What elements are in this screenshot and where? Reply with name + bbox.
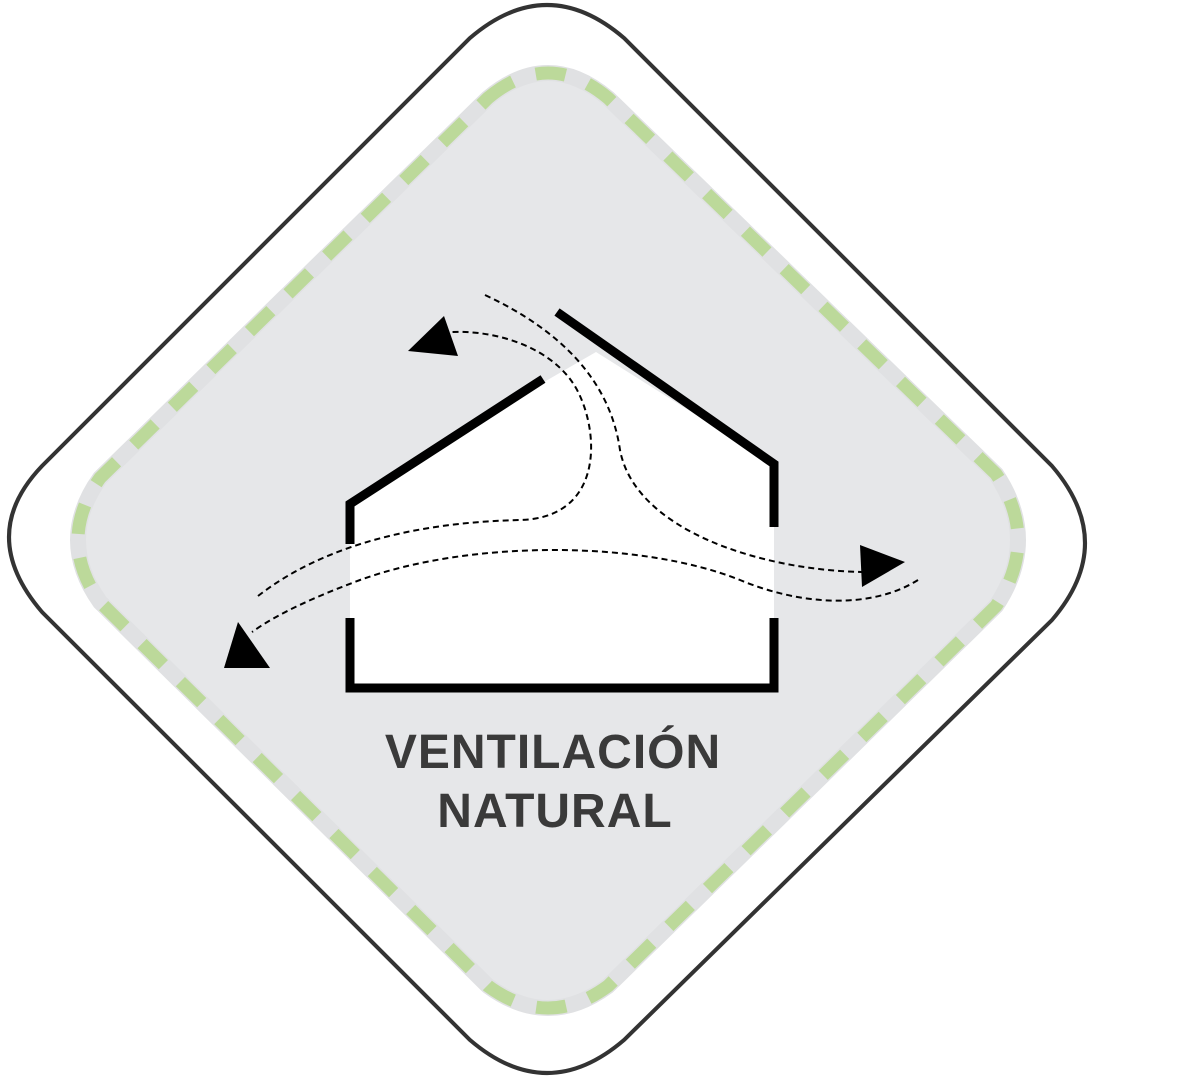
airflow-path-upper xyxy=(257,330,593,597)
badge-dashed-border xyxy=(71,66,1025,1015)
house-interior xyxy=(350,352,774,688)
badge-label-line1: VENTILACIÓN xyxy=(385,724,721,779)
arrow-head-upper-left xyxy=(408,316,458,356)
airflow-path-top xyxy=(484,294,863,573)
arrow-head-right xyxy=(860,545,905,587)
arrow-head-lower-left xyxy=(224,622,270,668)
airflow-path-lower xyxy=(251,549,919,633)
airflow-arrows-icon xyxy=(251,294,919,633)
house-roof-right xyxy=(554,308,779,527)
badge-label-line2: NATURAL xyxy=(437,785,672,838)
house-roof-left xyxy=(345,375,546,544)
house-base xyxy=(345,618,779,693)
house-icon xyxy=(345,308,779,693)
